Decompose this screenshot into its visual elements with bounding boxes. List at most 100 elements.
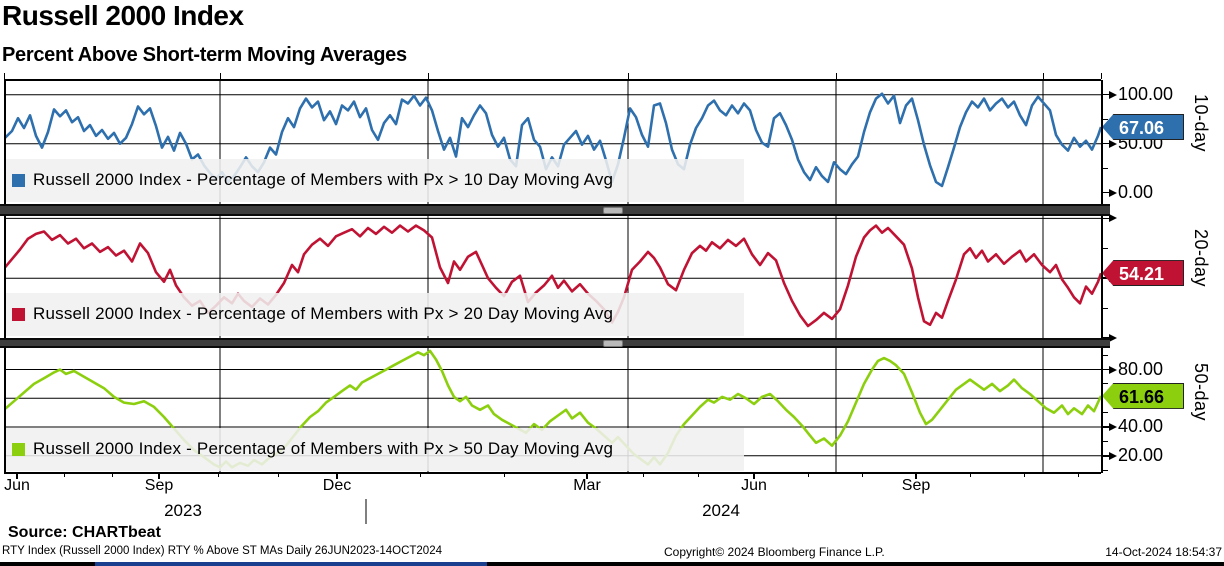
x-axis-year-label: 2023 — [164, 501, 202, 520]
y-axis-tick-arrow — [1109, 188, 1117, 197]
top-axis-tick — [3, 73, 5, 79]
legend-label: Russell 2000 Index - Percentage of Membe… — [33, 304, 614, 323]
panel-separator — [0, 204, 1110, 216]
x-axis-tick — [336, 473, 338, 479]
x-axis-month-label: Jun — [741, 477, 767, 494]
panel-axis-title: 50-day — [1191, 362, 1211, 421]
top-axis-tick — [627, 73, 629, 79]
y-axis-label: 100.00 — [1118, 83, 1174, 104]
legend-label: Russell 2000 Index - Percentage of Membe… — [33, 439, 614, 458]
x-axis-minor-tick — [969, 473, 971, 477]
y-axis-label: 40.00 — [1118, 416, 1164, 437]
x-axis-tick — [16, 473, 18, 479]
legend-swatch — [12, 307, 25, 321]
y-axis-tick — [1101, 191, 1110, 194]
x-axis-minor-tick — [807, 473, 809, 477]
legend-band — [4, 428, 744, 471]
y-axis-tick — [1101, 368, 1110, 371]
footer-timestamp: 14-Oct-2024 18:54:37 — [1105, 545, 1222, 559]
last-value-badge: 54.21 — [1102, 260, 1184, 287]
footer-ticker-text: RTY Index (Russell 2000 Index) RTY % Abo… — [2, 545, 442, 557]
x-axis-minor-tick — [642, 473, 644, 477]
y-axis-minor-tick — [1101, 412, 1108, 414]
legend-swatch — [12, 442, 25, 456]
y-axis-tick — [1101, 455, 1110, 457]
x-axis-minor-tick — [277, 473, 279, 477]
source-label: Source: CHARTbeat — [8, 524, 161, 541]
y-axis-label: 80.00 — [1118, 358, 1164, 379]
page-title: Russell 2000 Index — [2, 0, 244, 31]
bottom-taskbar-blue-segment — [95, 562, 487, 566]
legend-band — [4, 159, 744, 202]
plot-border-left — [4, 80, 6, 473]
legend-entry: Russell 2000 Index - Percentage of Membe… — [12, 170, 613, 190]
y-axis-label: 20.00 — [1118, 444, 1164, 465]
legend-entry: Russell 2000 Index - Percentage of Membe… — [12, 439, 613, 459]
legend-label: Russell 2000 Index - Percentage of Membe… — [33, 170, 614, 189]
x-axis-tick — [158, 473, 160, 479]
y-axis-minor-tick — [1101, 167, 1108, 169]
y-axis-label: 0.00 — [1118, 181, 1154, 202]
last-value-badge: 61.66 — [1102, 382, 1184, 409]
panel-axis-title: 10-day — [1191, 94, 1211, 153]
x-axis-month-label: Jun — [4, 477, 30, 494]
y-axis-minor-tick — [1101, 469, 1108, 471]
y-axis-minor-tick — [1101, 354, 1108, 356]
x-axis-minor-tick — [419, 473, 421, 477]
y-axis-tick — [1101, 142, 1110, 145]
panel-separator-handle[interactable] — [603, 207, 623, 214]
x-axis-month-label: Sep — [144, 477, 174, 494]
y-axis-tick-arrow — [1109, 423, 1117, 432]
plot-border-right — [1101, 80, 1103, 473]
top-axis-tick — [219, 73, 221, 79]
legend-entry: Russell 2000 Index - Percentage of Membe… — [12, 304, 613, 324]
legend-band — [4, 293, 744, 336]
last-value-badge: 67.06 — [1102, 113, 1184, 140]
y-axis-tick-arrow — [1109, 365, 1117, 374]
y-axis-tick-arrow — [1109, 214, 1117, 223]
x-axis-minor-tick — [1023, 473, 1025, 477]
panel-axis-title: 20-day — [1191, 229, 1211, 288]
legend-swatch — [12, 173, 25, 187]
year-divider — [365, 499, 367, 524]
x-axis-tick — [915, 473, 917, 479]
x-axis-minor-tick — [1077, 473, 1079, 477]
y-axis-tick — [1101, 277, 1110, 279]
y-axis-tick-arrow — [1109, 90, 1117, 99]
y-axis-tick — [1101, 217, 1110, 220]
y-axis-minor-tick — [1101, 247, 1108, 249]
y-axis-minor-tick — [1101, 440, 1108, 442]
y-axis-tick — [1101, 426, 1110, 428]
x-axis-minor-tick — [861, 473, 863, 477]
y-axis-tick — [1101, 93, 1110, 96]
x-axis-minor-tick — [503, 473, 505, 477]
bottom-taskbar — [0, 562, 1224, 566]
x-axis-month-label: Dec — [322, 477, 352, 494]
x-axis-minor-tick — [217, 473, 219, 477]
x-axis-tick — [586, 473, 588, 479]
x-axis-month-label: Sep — [901, 477, 931, 494]
x-axis-minor-tick — [111, 473, 113, 477]
top-axis-tick — [427, 73, 429, 79]
panel-separator-handle[interactable] — [603, 340, 623, 347]
top-axis-tick — [1100, 73, 1102, 79]
y-axis-minor-tick — [1101, 383, 1108, 385]
x-axis-minor-tick — [63, 473, 65, 477]
y-axis-minor-tick — [1101, 118, 1108, 120]
x-axis-minor-tick — [697, 473, 699, 477]
x-axis-tick — [753, 473, 755, 479]
y-axis-tick-arrow — [1109, 139, 1117, 148]
top-axis-tick — [835, 73, 837, 79]
plot-border-top — [4, 79, 1101, 81]
x-axis-month-label: Mar — [573, 477, 601, 494]
y-axis-tick-arrow — [1109, 451, 1117, 460]
page-subtitle: Percent Above Short-term Moving Averages — [2, 44, 407, 66]
top-axis-tick — [1042, 73, 1044, 79]
y-axis-tick-arrow — [1109, 334, 1117, 342]
panel-separator — [0, 338, 1110, 348]
footer-copyright: Copyright© 2024 Bloomberg Finance L.P. — [664, 545, 885, 559]
plot-border-bottom — [4, 472, 1101, 474]
y-axis-minor-tick — [1101, 307, 1108, 309]
x-axis-year-label: 2024 — [702, 501, 740, 520]
